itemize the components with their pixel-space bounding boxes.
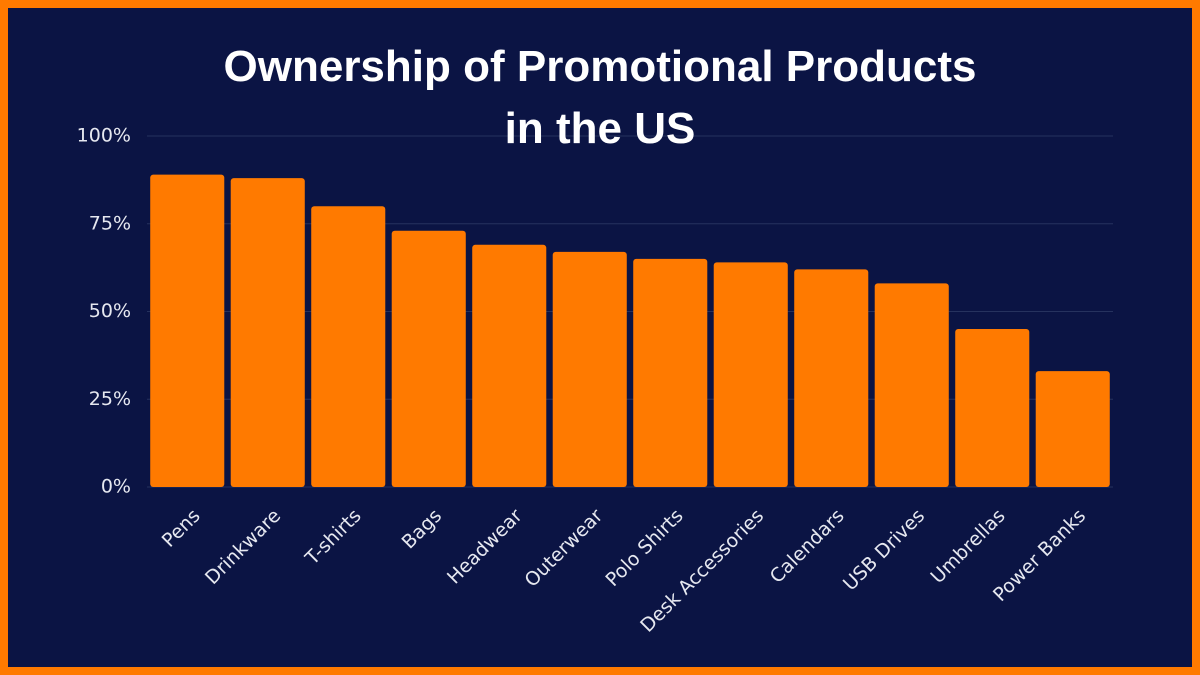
y-tick-label: 25% [89, 388, 131, 410]
bar [391, 230, 466, 487]
bar [955, 329, 1030, 487]
bar [311, 206, 386, 487]
y-tick-label: 0% [101, 476, 131, 498]
y-tick-label: 50% [89, 300, 131, 322]
x-tick-label: Polo Shirts [601, 505, 687, 591]
x-tick-label: Calendars [766, 505, 849, 588]
bar [552, 251, 627, 487]
x-tick-label: Umbrellas [926, 505, 1009, 588]
x-tick-label: Headwear [443, 505, 527, 589]
bar [230, 178, 305, 487]
bar [1035, 371, 1110, 487]
bar [874, 283, 949, 487]
x-tick-label: T-shirts [301, 505, 366, 570]
x-tick-label: Outerwear [520, 505, 607, 592]
y-tick-label: 100% [77, 125, 131, 147]
x-tick-label: Bags [398, 505, 447, 554]
x-tick-label: USB Drives [839, 505, 929, 595]
chart-title: Ownership of Promotional Products in the… [223, 42, 977, 153]
bar [472, 244, 547, 487]
x-tick-label: Pens [158, 505, 205, 552]
bar [713, 262, 788, 487]
bar [633, 258, 708, 487]
x-tick-label: Drinkware [201, 505, 285, 589]
y-tick-label: 75% [89, 212, 131, 234]
bar [150, 174, 225, 488]
bar [794, 269, 869, 487]
